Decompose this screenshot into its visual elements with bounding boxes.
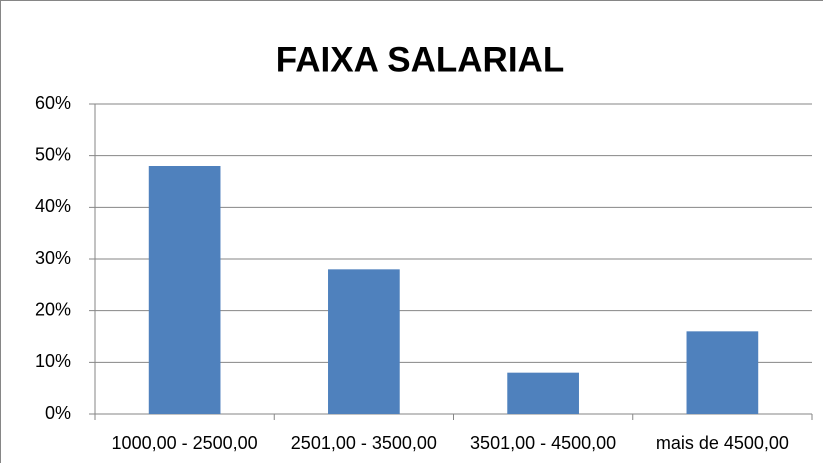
x-tick-label: mais de 4500,00 — [656, 433, 789, 453]
y-tick-label: 20% — [35, 299, 71, 319]
bar — [507, 372, 579, 414]
y-tick-label: 60% — [35, 93, 71, 113]
y-tick-label: 0% — [45, 403, 71, 423]
y-tick-label: 50% — [35, 144, 71, 164]
bar — [686, 331, 759, 414]
x-tick-label: 3501,00 - 4500,00 — [470, 433, 616, 453]
y-tick-label: 30% — [35, 248, 71, 268]
chart-title: FAIXA SALARIAL — [276, 40, 564, 79]
bar — [148, 166, 221, 414]
bar — [328, 269, 400, 414]
x-tick-label: 1000,00 - 2500,00 — [112, 433, 258, 453]
x-tick-label: 2501,00 - 3500,00 — [291, 433, 437, 453]
y-tick-label: 10% — [35, 351, 71, 371]
y-tick-label: 40% — [35, 196, 71, 216]
